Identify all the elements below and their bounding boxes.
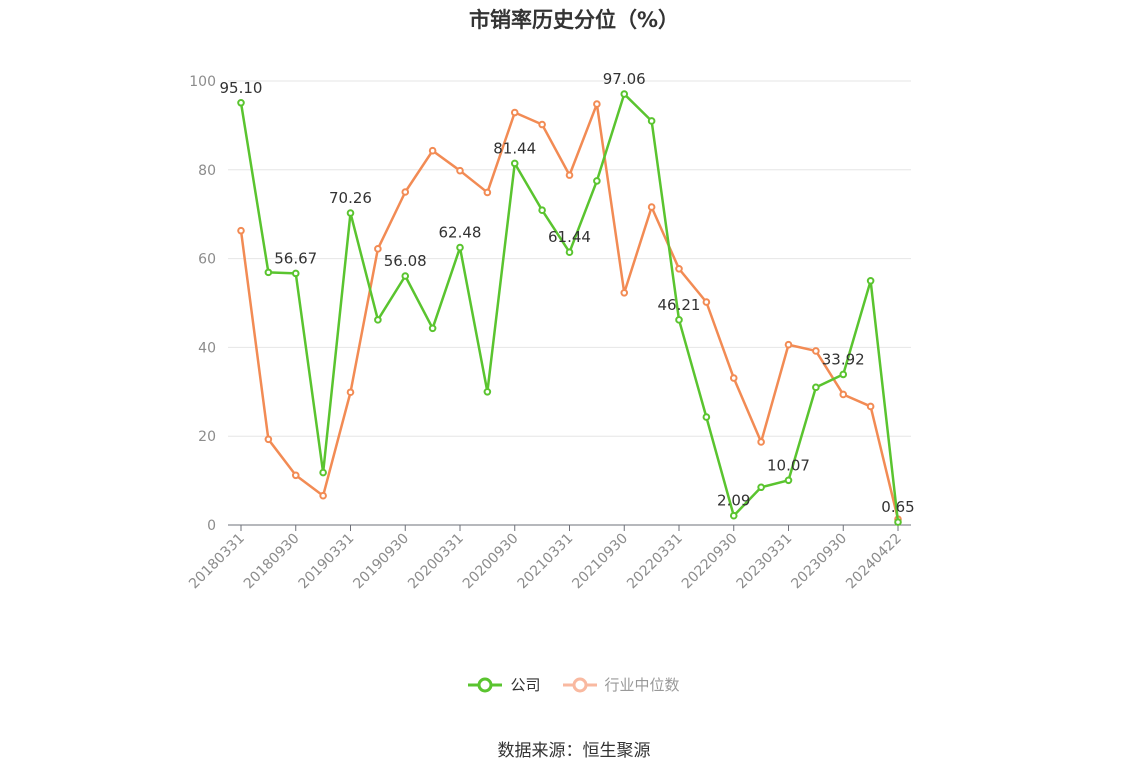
industry-data-point[interactable] — [510, 108, 519, 117]
company-data-point[interactable] — [620, 90, 629, 98]
legend-item-industry-median[interactable]: 行业中位数 — [562, 674, 680, 695]
legend-item-company[interactable]: 公司 — [468, 674, 541, 695]
company-data-point[interactable] — [675, 316, 683, 324]
industry-data-point[interactable] — [483, 188, 492, 197]
company-data-label: 56.67 — [274, 249, 317, 267]
x-tick-label: 20230930 — [788, 531, 850, 593]
industry-data-point[interactable] — [866, 402, 875, 411]
industry-data-point[interactable] — [675, 265, 683, 273]
gridlines — [228, 80, 911, 437]
y-tick-label: 100 — [189, 74, 216, 90]
industry-data-point[interactable] — [784, 340, 793, 349]
company-data-label: 0.65 — [881, 498, 914, 516]
company-data-point[interactable] — [483, 388, 492, 396]
series — [237, 90, 902, 526]
company-data-point[interactable] — [647, 117, 656, 125]
company-data-point[interactable] — [866, 277, 875, 285]
company-data-label: 33.92 — [822, 350, 865, 368]
industry-data-point[interactable] — [729, 374, 738, 382]
axes: 0 20 40 60 80 100 2018033120180930201903312019… — [186, 74, 911, 592]
x-tick-label: 20190331 — [296, 531, 358, 593]
industry-data-point[interactable] — [593, 100, 601, 108]
company-data-label: 70.26 — [329, 189, 372, 207]
x-tick-label: 20200331 — [405, 531, 467, 593]
legend-company-label: 公司 — [510, 676, 541, 694]
industry-data-point[interactable] — [428, 146, 437, 155]
x-tick-label: 20210331 — [515, 531, 577, 593]
industry-data-point[interactable] — [237, 226, 245, 235]
x-tick-label: 20230331 — [734, 531, 796, 593]
legend: 公司 行业中位数 — [0, 674, 1148, 695]
industry-data-point[interactable] — [565, 171, 574, 179]
company-data-point[interactable] — [894, 518, 902, 526]
company-data-point[interactable] — [264, 268, 273, 277]
y-tick-label: 40 — [198, 340, 216, 356]
y-tick-label: 0 — [207, 518, 216, 534]
company-data-point[interactable] — [428, 324, 437, 333]
industry-data-point[interactable] — [702, 298, 711, 306]
company-data-label: 56.08 — [384, 252, 427, 270]
company-data-label: 46.21 — [658, 296, 701, 314]
chart-title: 市销率历史分位（%） — [468, 8, 680, 32]
industry-data-point[interactable] — [647, 203, 656, 211]
company-data-point[interactable] — [784, 476, 793, 485]
source-note: 数据来源：恒生聚源 — [497, 741, 651, 761]
company-data-point[interactable] — [757, 483, 765, 492]
industry-data-point[interactable] — [812, 347, 820, 355]
company-data-label: 97.06 — [603, 70, 646, 88]
company-data-point[interactable] — [538, 206, 546, 215]
company-data-point[interactable] — [456, 243, 464, 252]
industry-data-point[interactable] — [374, 245, 382, 253]
x-tick-label: 20190930 — [350, 531, 412, 593]
company-data-point[interactable] — [510, 159, 519, 168]
company-data-point[interactable] — [374, 316, 382, 324]
company-data-point[interactable] — [237, 98, 245, 107]
company-data-point[interactable] — [812, 383, 820, 392]
company-data-label: 2.09 — [717, 492, 750, 510]
industry-data-point[interactable] — [839, 390, 848, 399]
company-data-point[interactable] — [401, 272, 410, 280]
company-data-point[interactable] — [565, 248, 574, 257]
y-tick-label: 20 — [198, 429, 216, 445]
x-tick-label: 20240422 — [843, 531, 905, 593]
company-data-point[interactable] — [346, 209, 355, 217]
x-tick-label: 20180930 — [241, 531, 303, 593]
industry-data-point[interactable] — [319, 491, 327, 500]
company-data-point[interactable] — [593, 177, 601, 185]
x-tick-label: 20210930 — [569, 531, 631, 593]
company-data-label: 62.48 — [439, 224, 482, 242]
industry-data-point[interactable] — [401, 188, 410, 196]
company-data-point[interactable] — [702, 413, 711, 421]
data-labels: 95.10 56.67 70.26 56.08 62.48 81.44 61.44 97.06… — [220, 70, 915, 516]
company-data-point[interactable] — [839, 370, 848, 379]
industry-data-point[interactable] — [538, 120, 546, 129]
company-data-label: 61.44 — [548, 228, 591, 246]
y-tick-label: 60 — [198, 252, 216, 268]
company-data-label: 10.07 — [767, 456, 810, 474]
x-tick-label: 20220930 — [679, 531, 741, 593]
industry-data-point[interactable] — [456, 166, 464, 175]
industry-data-point[interactable] — [291, 471, 300, 480]
company-data-label: 95.10 — [220, 79, 263, 97]
legend-industry-label: 行业中位数 — [604, 676, 680, 694]
x-tick-label: 20220331 — [624, 531, 686, 593]
legend-industry-marker-icon — [562, 677, 597, 692]
x-tick-label: 20200930 — [460, 531, 522, 593]
company-data-point[interactable] — [319, 468, 327, 477]
industry-data-point[interactable] — [757, 438, 765, 446]
industry-data-point[interactable] — [264, 435, 273, 444]
legend-company-marker-icon — [468, 677, 503, 692]
x-tick-label: 20180331 — [186, 531, 248, 593]
company-data-point[interactable] — [729, 511, 738, 520]
industry-data-point[interactable] — [620, 288, 629, 297]
company-data-point[interactable] — [291, 269, 300, 278]
industry-data-point[interactable] — [346, 388, 355, 397]
company-data-label: 81.44 — [493, 139, 536, 157]
y-tick-label: 80 — [198, 163, 216, 179]
